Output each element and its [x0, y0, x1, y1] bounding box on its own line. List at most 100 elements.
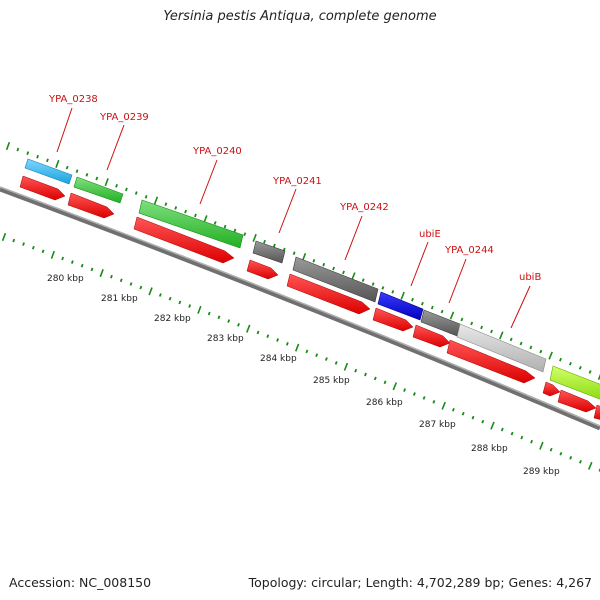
gene-label[interactable]: YPA_0244 [444, 245, 494, 256]
ring-tick [217, 315, 221, 320]
feature-bar[interactable] [456, 323, 547, 373]
cog-feature-lane [24, 158, 600, 400]
ring-tick [65, 165, 69, 170]
ring-tick [213, 221, 217, 225]
cds-arrow[interactable] [446, 339, 536, 384]
cds-arrow[interactable] [19, 175, 66, 201]
cds-arrow[interactable] [133, 216, 235, 264]
ring-tick [223, 224, 227, 229]
genome-backbone [0, 186, 600, 431]
ring-tick [134, 191, 138, 195]
ring-tick [441, 401, 446, 410]
ring-tick [499, 331, 504, 340]
ring-tick [411, 297, 414, 302]
ring-tick [432, 400, 436, 404]
gene-label[interactable]: YPA_0241 [272, 176, 322, 187]
map-title: Yersinia pestis Antiqua, complete genome [163, 9, 437, 24]
ring-tick [548, 351, 553, 360]
ring-tick [412, 392, 416, 396]
topology-label: Topology: circular; Length: 4,702,289 bp… [248, 575, 592, 590]
ring-tick [334, 361, 338, 365]
cds-arrow-lane [19, 175, 600, 420]
ring-tick [158, 293, 162, 297]
feature-bar[interactable] [252, 240, 286, 264]
ring-tick [178, 300, 182, 305]
ring-tick [490, 421, 495, 430]
ring-tick [490, 329, 493, 334]
ring-tick [480, 325, 484, 330]
gene-label[interactable]: ubiE [419, 229, 441, 240]
gene-label[interactable]: YPA_0239 [99, 112, 149, 123]
ring-tick [371, 282, 375, 286]
kbp-label: 283 kbp [207, 334, 244, 344]
cds-arrow[interactable] [286, 273, 371, 315]
ring-tick [197, 305, 202, 314]
kbp-label: 285 kbp [313, 376, 350, 386]
kbp-label: 287 kbp [419, 420, 456, 430]
cds-arrow[interactable] [67, 192, 115, 219]
feature-bar[interactable] [24, 158, 73, 185]
feature-bar[interactable] [549, 365, 600, 400]
kbp-label: 280 kbp [47, 274, 84, 284]
gene-label[interactable]: YPA_0240 [192, 146, 242, 157]
ring-tick [383, 380, 387, 385]
ring-tick [252, 233, 257, 242]
ring-tick [227, 319, 231, 323]
ring-tick [587, 461, 593, 470]
ring-tick [559, 357, 562, 362]
ring-tick [343, 362, 349, 371]
ring-tick [588, 370, 592, 374]
cds-arrow[interactable] [593, 404, 600, 420]
accession-label: Accession: NC_008150 [9, 575, 152, 590]
gene-label[interactable]: ubiB [519, 272, 541, 283]
gene-label[interactable]: YPA_0242 [339, 202, 389, 213]
ring-tick [188, 304, 192, 308]
ring-tick [354, 368, 358, 373]
ring-tick [530, 439, 534, 444]
gene-label[interactable]: YPA_0238 [48, 94, 98, 105]
cds-arrow[interactable] [557, 389, 597, 413]
ring-tick [22, 242, 25, 246]
cds-arrow[interactable] [412, 324, 451, 348]
ring-tick [129, 282, 133, 286]
ring-tick [559, 451, 563, 456]
ring-tick [430, 305, 434, 310]
ring-tick [510, 431, 514, 436]
ring-tick [461, 411, 465, 416]
ring-tick [381, 286, 385, 290]
cds-arrow[interactable] [542, 381, 561, 397]
ring-tick [90, 267, 94, 272]
ring-tick [460, 317, 464, 322]
ring-tick [364, 372, 367, 377]
ring-tick [233, 228, 237, 233]
feature-bar[interactable] [292, 256, 379, 303]
ring-tick [292, 251, 296, 256]
ring-tick [449, 311, 455, 320]
ring-tick [61, 256, 65, 261]
ring-tick [294, 343, 300, 352]
ring-tick [266, 334, 270, 339]
kbp-labels: 280 kbp 281 kbp 282 kbp 283 kbp 284 kbp … [47, 274, 560, 477]
ring-tick [324, 357, 328, 361]
ring-tick [276, 338, 280, 342]
ring-tick [95, 176, 99, 181]
feature-bar[interactable] [73, 176, 124, 204]
ring-tick [509, 337, 513, 342]
ring-tick [174, 206, 178, 210]
ring-tick [471, 415, 475, 420]
cds-arrow[interactable] [246, 259, 279, 280]
cds-arrow[interactable] [372, 307, 414, 332]
ring-tick [124, 187, 128, 192]
gene-labels: YPA_0238 YPA_0239 YPA_0240 YPA_0241 YPA_… [48, 94, 541, 283]
kbp-label: 286 kbp [366, 398, 403, 408]
ring-tick [549, 447, 553, 452]
ring-tick [16, 147, 20, 152]
ring-tick [184, 209, 188, 214]
feature-bar[interactable] [377, 291, 424, 321]
ring-tick [342, 270, 345, 275]
ring-tick [519, 341, 523, 346]
ring-tick [305, 349, 309, 354]
feature-bar[interactable] [138, 199, 244, 249]
